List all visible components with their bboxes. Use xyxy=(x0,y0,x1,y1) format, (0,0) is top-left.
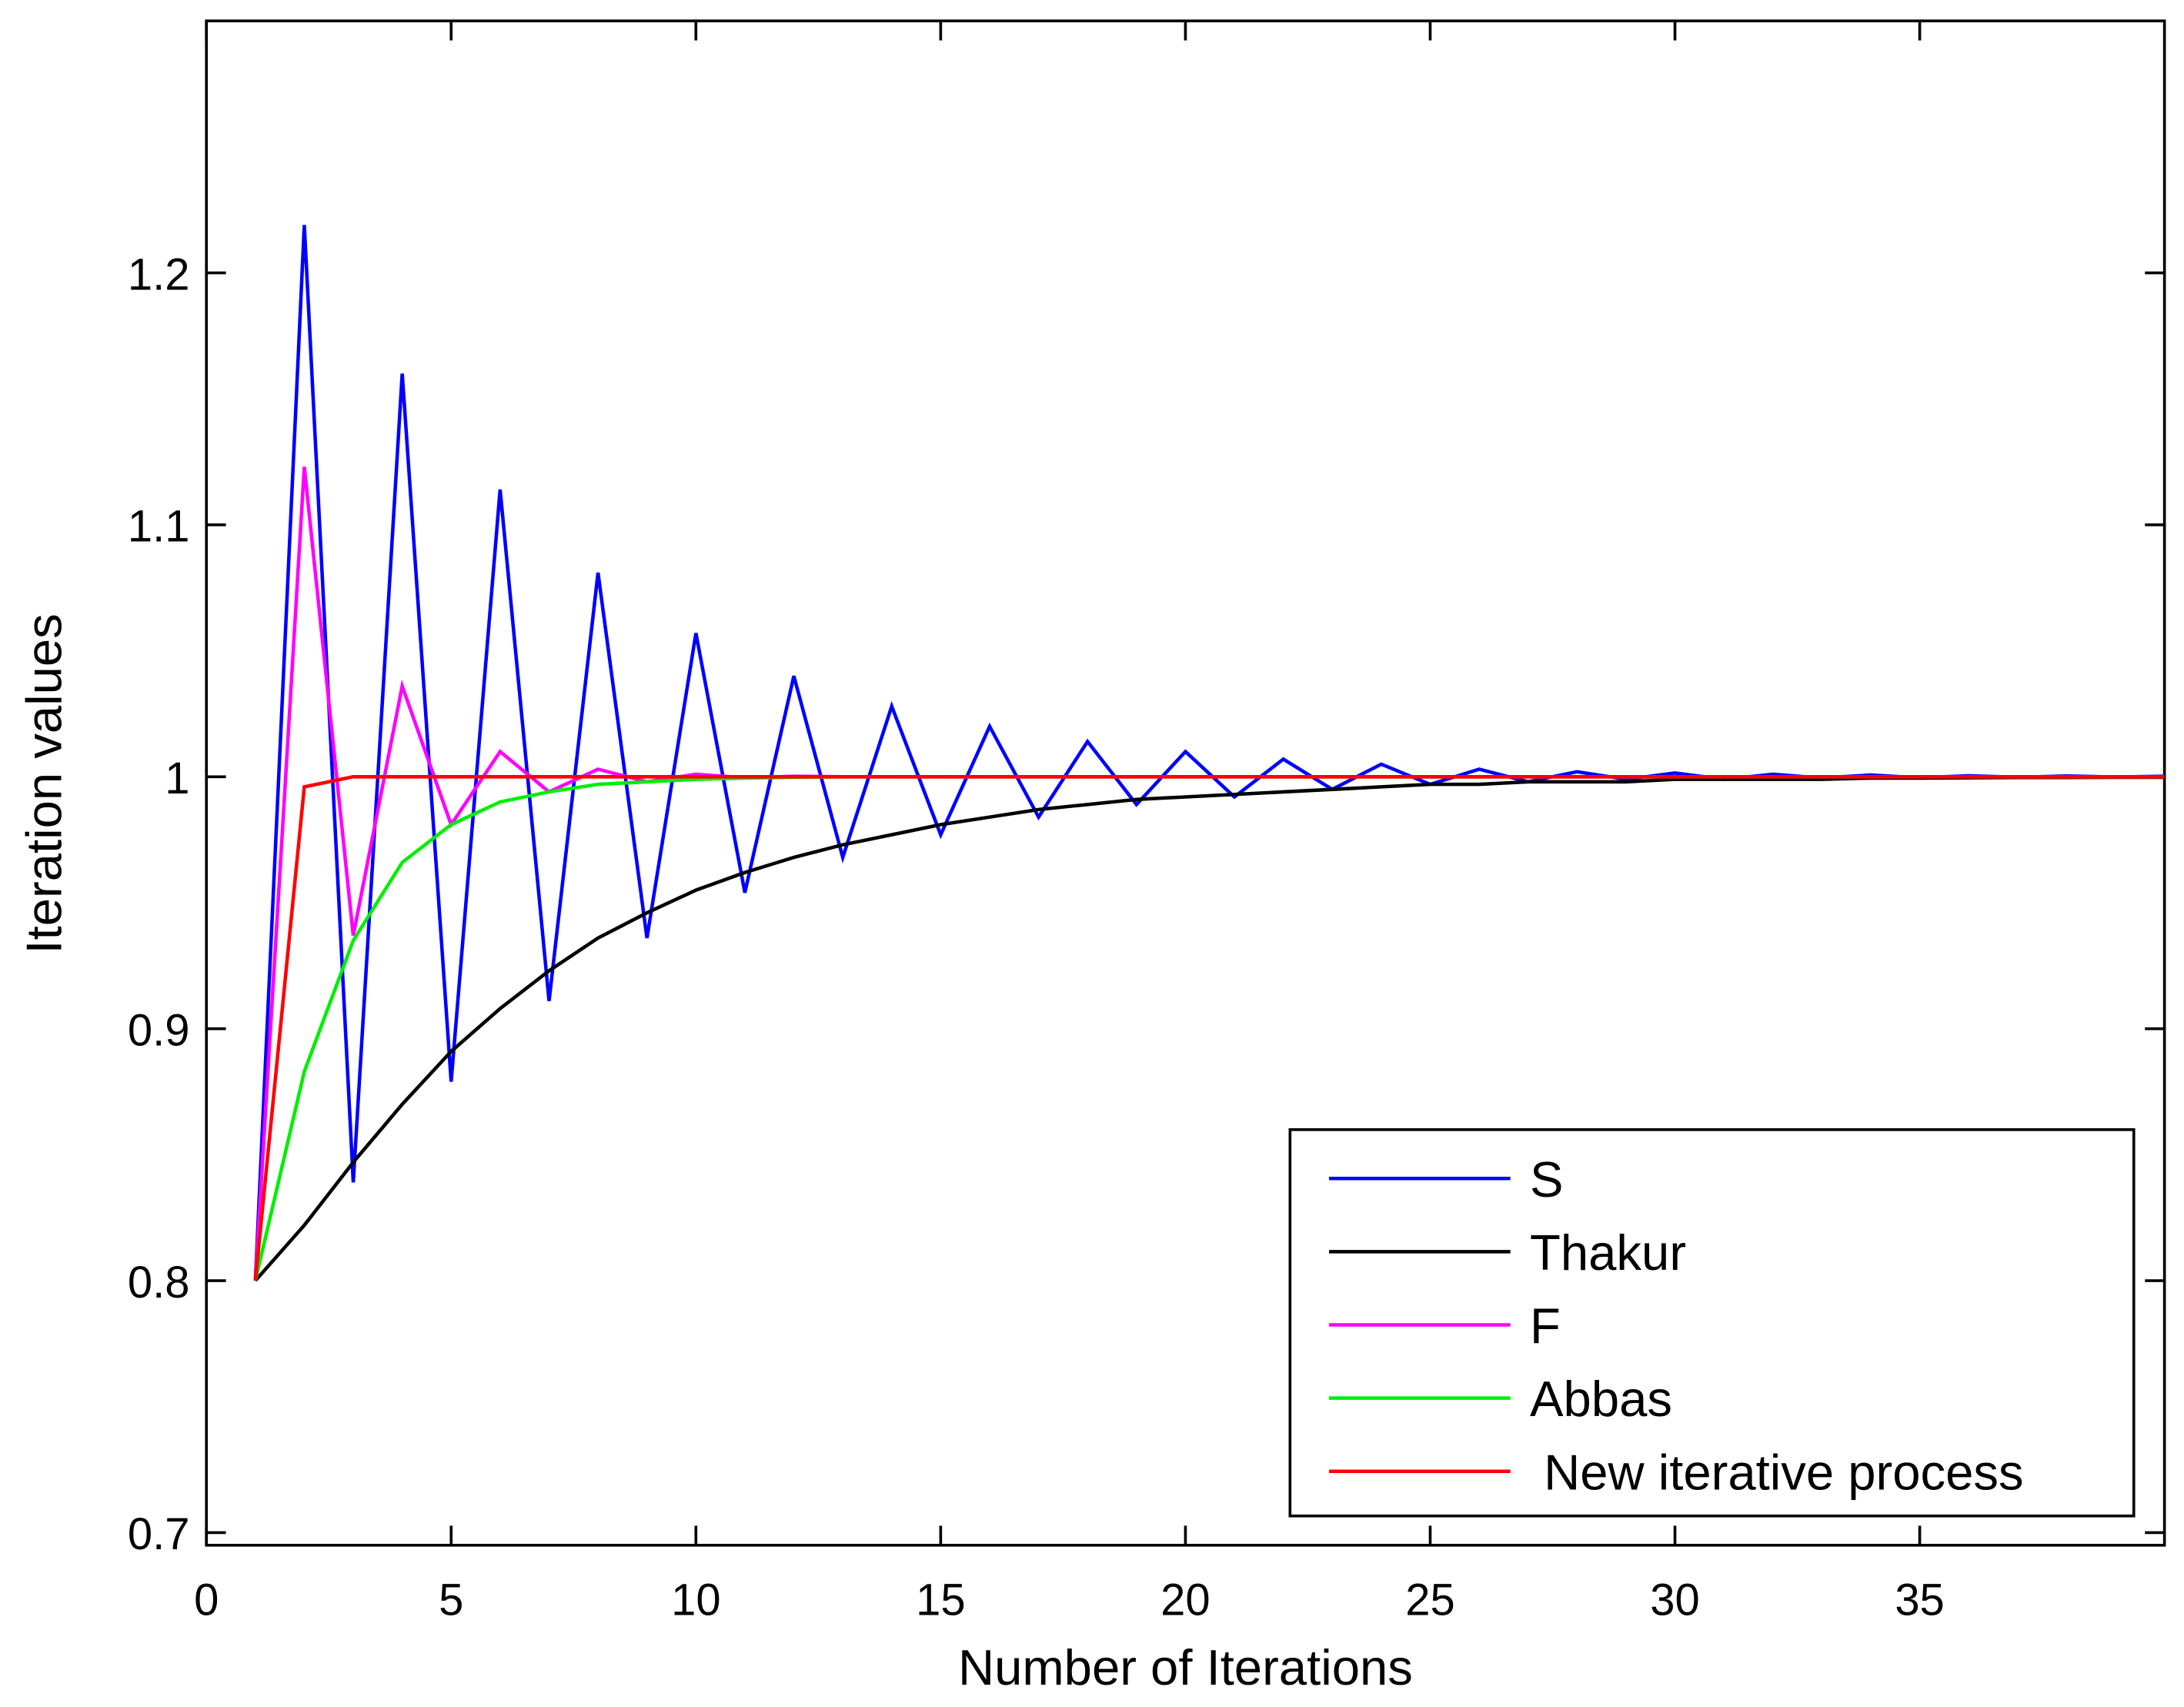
x-tick-label: 30 xyxy=(1650,1575,1699,1625)
x-tick-label: 25 xyxy=(1405,1575,1454,1625)
series-line xyxy=(253,775,2165,1281)
legend-label: F xyxy=(1530,1298,1561,1354)
y-tick-label: 1.1 xyxy=(128,503,190,552)
legend-label: Abbas xyxy=(1530,1371,1672,1427)
x-axis-label: Number of Iterations xyxy=(958,1639,1413,1695)
x-tick-label: 35 xyxy=(1895,1575,1944,1625)
x-tick-label: 15 xyxy=(916,1575,965,1625)
y-tick-label: 0.7 xyxy=(128,1510,190,1559)
x-tick-label: 10 xyxy=(671,1575,720,1625)
y-tick-label: 0.9 xyxy=(128,1006,190,1055)
x-tick-label: 5 xyxy=(439,1575,463,1625)
x-tick-label: 20 xyxy=(1160,1575,1210,1625)
legend-box xyxy=(1288,1127,2136,1518)
y-tick-label: 1.2 xyxy=(128,250,190,299)
y-tick-label: 1 xyxy=(165,754,189,803)
series-line xyxy=(254,775,2165,1282)
legend-label: S xyxy=(1530,1151,1564,1208)
x-tick-label: 0 xyxy=(194,1575,219,1625)
legend-label: New iterative process xyxy=(1530,1444,2024,1500)
legend-label: Thakur xyxy=(1530,1224,1686,1281)
y-tick-label: 0.8 xyxy=(128,1258,190,1308)
y-axis-label: Iteration values xyxy=(16,613,72,954)
